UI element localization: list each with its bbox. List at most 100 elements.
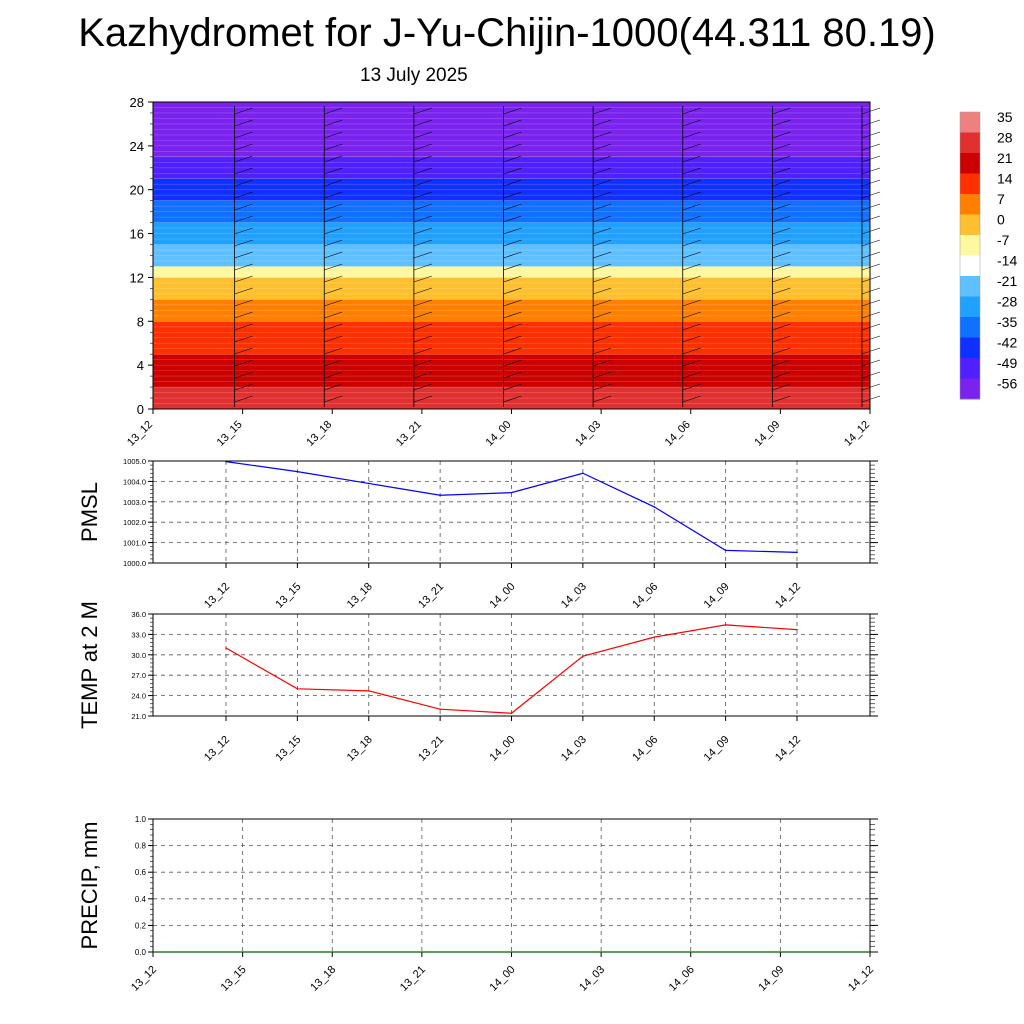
- x-tick-label: 14_12: [842, 419, 872, 449]
- y-tick-label: 12: [130, 270, 144, 285]
- wind-barb: [324, 335, 343, 343]
- wind-barb: [324, 311, 343, 319]
- wind-barb: [682, 251, 701, 259]
- wind-barb: [503, 359, 522, 367]
- wind-barb: [861, 263, 881, 271]
- wind-barb: [682, 287, 701, 295]
- wind-barb: [593, 179, 612, 187]
- wind-barb: [682, 323, 701, 331]
- colorbar-swatch: [960, 112, 980, 133]
- x-tick-label: 14_12: [773, 734, 803, 764]
- x-tick-label: 14_09: [756, 964, 786, 994]
- wind-barb: [861, 395, 881, 403]
- wind-barb: [413, 227, 432, 235]
- wind-barb: [682, 299, 701, 307]
- x-tick-label: 13_15: [215, 419, 245, 449]
- wind-barb: [503, 131, 522, 139]
- wind-barb: [503, 275, 522, 283]
- series-line: [225, 461, 798, 553]
- colorbar-swatch: [960, 214, 980, 236]
- wind-barb: [503, 203, 522, 211]
- wind-barb: [324, 299, 343, 307]
- wind-barb: [593, 239, 612, 247]
- colorbar-swatch: [960, 194, 980, 215]
- wind-barb: [503, 311, 522, 319]
- y-tick-label: 4: [137, 358, 144, 373]
- x-tick-label: 13_15: [273, 734, 303, 764]
- wind-barb: [593, 167, 612, 175]
- precip-panel: 0.0 0.2 0.4 0.6 0.8 1.0 13_12 13_15 13_18 13_21 14…: [77, 815, 878, 994]
- colorbar-label: 21: [997, 150, 1013, 166]
- x-tick-label: 13_12: [202, 581, 232, 611]
- wind-barb: [593, 143, 612, 151]
- wind-barb: [772, 347, 791, 355]
- x-tick-label: 13_18: [345, 734, 375, 764]
- y-tick-label: 0: [137, 402, 144, 417]
- x-tick-label: 14_09: [702, 734, 732, 764]
- data-point: [796, 628, 798, 631]
- wind-barb: [861, 287, 881, 295]
- wind-barb: [772, 119, 791, 127]
- wind-barb: [413, 395, 432, 403]
- wind-barb: [234, 323, 253, 331]
- colorbar-label: -42: [997, 335, 1017, 351]
- wind-barb: [413, 251, 432, 259]
- data-point: [796, 551, 798, 554]
- colorbar-swatch: [960, 296, 980, 318]
- y-tick-label: 8: [137, 314, 144, 329]
- wind-barb: [593, 395, 612, 403]
- wind-barb: [593, 335, 612, 343]
- wind-barb: [413, 215, 432, 223]
- wind-barb: [772, 179, 791, 187]
- wind-barb: [772, 239, 791, 247]
- wind-barb: [234, 191, 253, 199]
- chart-title: Kazhydromet for J-Yu-Chijin-1000(44.311 …: [78, 11, 936, 55]
- y-tick-label: 16: [130, 227, 144, 242]
- wind-barb: [234, 179, 253, 187]
- wind-barb: [682, 371, 701, 379]
- y-tick-label: 0.2: [135, 921, 147, 930]
- colorbar-label: 28: [997, 130, 1013, 146]
- wind-barb: [503, 383, 522, 391]
- y-tick-label: 36.0: [131, 610, 146, 619]
- wind-barb: [593, 323, 612, 331]
- wind-barb: [593, 191, 612, 199]
- wind-barb: [413, 203, 432, 211]
- wind-barb: [682, 131, 701, 139]
- wind-barb: [682, 335, 701, 343]
- data-point: [367, 690, 370, 692]
- data-point: [653, 506, 656, 508]
- wind-barb: [861, 203, 881, 211]
- colorbar-swatch: [960, 173, 980, 195]
- wind-barb: [772, 383, 791, 391]
- wind-barb: [772, 215, 791, 223]
- y-tick-label: 33.0: [131, 630, 146, 639]
- heatmap-band: [153, 299, 870, 322]
- wind-barb: [324, 227, 343, 235]
- wind-barb: [772, 395, 791, 403]
- x-tick-label: 14_09: [752, 419, 782, 449]
- data-point: [225, 460, 227, 463]
- x-tick-label: 13_15: [219, 964, 249, 994]
- wind-barb: [772, 155, 791, 163]
- colorbar-swatch: [960, 317, 980, 338]
- wind-barb: [772, 323, 791, 331]
- wind-barb: [503, 395, 522, 403]
- y-tick-label: 0.4: [135, 895, 147, 904]
- wind-barb: [772, 371, 791, 379]
- wind-barb: [413, 155, 432, 163]
- wind-barb: [413, 383, 432, 391]
- wind-barb: [234, 311, 253, 319]
- wind-barb: [861, 131, 881, 139]
- data-point: [653, 636, 656, 638]
- wind-barb: [413, 131, 432, 139]
- heatmap-band: [153, 387, 870, 409]
- x-tick-label: 13_21: [416, 581, 446, 611]
- x-tick-label: 13_12: [202, 734, 232, 764]
- wind-barb: [772, 263, 791, 271]
- wind-barb: [234, 395, 253, 403]
- y-tick-label: 21.0: [131, 712, 146, 721]
- wind-barb: [772, 131, 791, 139]
- wind-barb: [413, 347, 432, 355]
- wind-barb: [682, 119, 701, 127]
